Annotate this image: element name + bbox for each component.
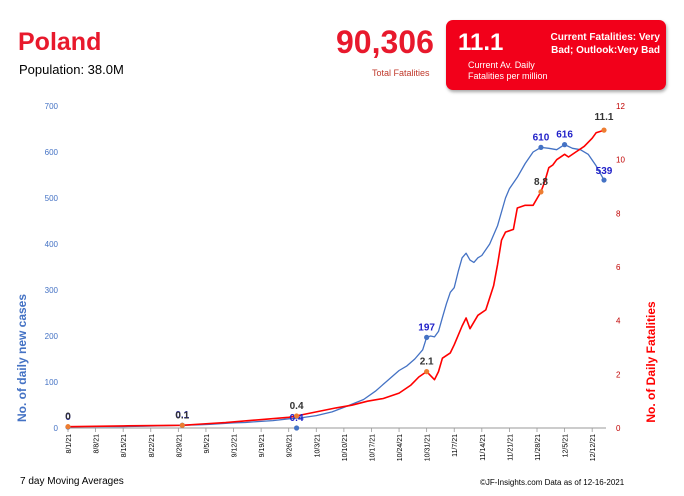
cases-data-label: 197 — [418, 322, 435, 333]
x-tick-label: 10/3/21 — [314, 434, 321, 457]
total-fatalities-label: Total Fatalities — [372, 68, 430, 78]
cases-marker — [293, 425, 300, 431]
x-tick-label: 11/14/21 — [480, 434, 487, 461]
x-tick-label: 8/15/21 — [121, 434, 128, 457]
x-tick-label: 8/8/21 — [94, 434, 101, 454]
fatalities-data-label: 11.1 — [595, 112, 614, 123]
x-tick-label: 10/31/21 — [425, 434, 432, 461]
fatalities-data-label: 0 — [65, 412, 71, 423]
y-axis-label: No. of daily new cases — [15, 294, 29, 422]
country-title: Poland — [18, 28, 102, 56]
x-tick-label: 9/12/21 — [232, 434, 239, 457]
fatalities-line — [67, 129, 605, 428]
cases-marker — [65, 424, 71, 430]
y2-tick-label: 8 — [616, 209, 621, 218]
fatalities-data-label: 0.4 — [290, 401, 304, 412]
cases-data-label: 610 — [533, 132, 550, 143]
x-tick-label: 8/1/21 — [66, 434, 73, 454]
fatalities-marker — [424, 369, 430, 375]
x-tick-label: 10/17/21 — [369, 434, 376, 461]
x-tick-label: 12/12/21 — [590, 434, 597, 461]
population-label: Population: 38.0M — [19, 62, 124, 77]
cases-line — [67, 143, 605, 428]
cases-data-label: 539 — [596, 166, 613, 177]
x-tick-label: 10/10/21 — [342, 434, 349, 461]
cases-data-label: 0.1 — [175, 410, 189, 421]
y-tick-label: 500 — [45, 194, 59, 203]
y2-tick-label: 12 — [616, 102, 625, 111]
x-tick-label: 11/28/21 — [535, 434, 542, 461]
chart-axes: 0 100 200 300 400 500 600 700 0 2 4 6 8 10 12 8/1/21 8/8… — [45, 102, 626, 461]
y-tick-label: 600 — [45, 148, 59, 157]
x-tick-label: 10/24/21 — [397, 434, 404, 461]
fatalities-marker — [179, 422, 185, 428]
x-tick-label: 9/19/21 — [259, 434, 266, 457]
cases-marker — [538, 144, 544, 150]
cases-marker — [179, 422, 185, 428]
y2-tick-label: 6 — [616, 263, 621, 272]
x-tick-label: 12/5/21 — [563, 434, 570, 457]
y-tick-label: 0 — [54, 424, 59, 433]
moving-average-note: 7 day Moving Averages — [20, 476, 124, 487]
x-tick-label: 8/22/21 — [149, 434, 156, 457]
y-tick-label: 300 — [45, 286, 59, 295]
y2-tick-label: 0 — [616, 424, 621, 433]
fatalities-marker — [538, 189, 544, 195]
chart-series — [67, 129, 605, 428]
x-tick-label: 8/29/21 — [176, 434, 183, 457]
y-tick-label: 400 — [45, 240, 59, 249]
cases-data-label: 616 — [556, 130, 573, 141]
daily-fatalities-per-million-label: Current Av. Daily Fatalities per million — [468, 60, 548, 81]
fatalities-outlook-text: Current Fatalities: Very Bad; Outlook:Ve… — [550, 32, 660, 56]
y2-tick-label: 10 — [616, 156, 625, 165]
x-tick-label: 9/5/21 — [204, 434, 211, 454]
status-box: 11.1 Current Av. Daily Fatalities per mi… — [446, 20, 666, 90]
y-tick-label: 200 — [45, 332, 59, 341]
cases-marker — [424, 334, 430, 340]
total-fatalities-value: 90,306 — [336, 24, 434, 60]
y-tick-label: 100 — [45, 378, 59, 387]
y2-tick-label: 4 — [616, 317, 621, 326]
cases-data-label: 0 — [65, 412, 71, 423]
copyright-note: ©JF-Insights.com Data as of 12-16-2021 — [480, 478, 625, 487]
x-tick-label: 9/26/21 — [287, 434, 294, 457]
cases-marker — [601, 177, 607, 183]
fatalities-data-label: 2.1 — [420, 357, 434, 368]
fatalities-marker — [65, 424, 71, 430]
cases-marker — [561, 142, 568, 148]
y2-axis-label: No. of Daily Fatalities — [644, 301, 658, 423]
x-tick-label: 11/7/21 — [452, 434, 459, 457]
y-tick-label: 700 — [45, 102, 59, 111]
fatalities-data-label: 8.8 — [534, 177, 548, 188]
cases-data-label: 0.4 — [290, 413, 304, 424]
fatalities-data-label: 0.1 — [175, 410, 189, 421]
fatalities-marker — [293, 413, 300, 419]
x-tick-label: 11/21/21 — [507, 434, 514, 461]
y2-tick-label: 2 — [616, 370, 621, 379]
daily-fatalities-per-million-value: 11.1 — [458, 29, 504, 56]
fatalities-marker — [601, 127, 607, 133]
